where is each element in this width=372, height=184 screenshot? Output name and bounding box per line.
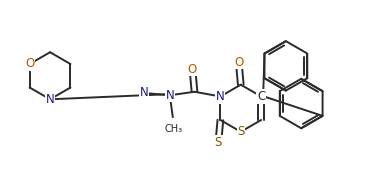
Text: N: N — [140, 86, 148, 99]
Text: S: S — [237, 125, 244, 138]
Text: CH₃: CH₃ — [164, 124, 182, 134]
Text: O: O — [25, 57, 34, 70]
Text: N: N — [46, 93, 54, 106]
Text: N: N — [166, 89, 174, 102]
Text: N: N — [216, 90, 225, 103]
Text: S: S — [215, 136, 222, 149]
Text: C: C — [257, 90, 265, 103]
Text: O: O — [234, 56, 243, 69]
Text: O: O — [188, 63, 197, 76]
